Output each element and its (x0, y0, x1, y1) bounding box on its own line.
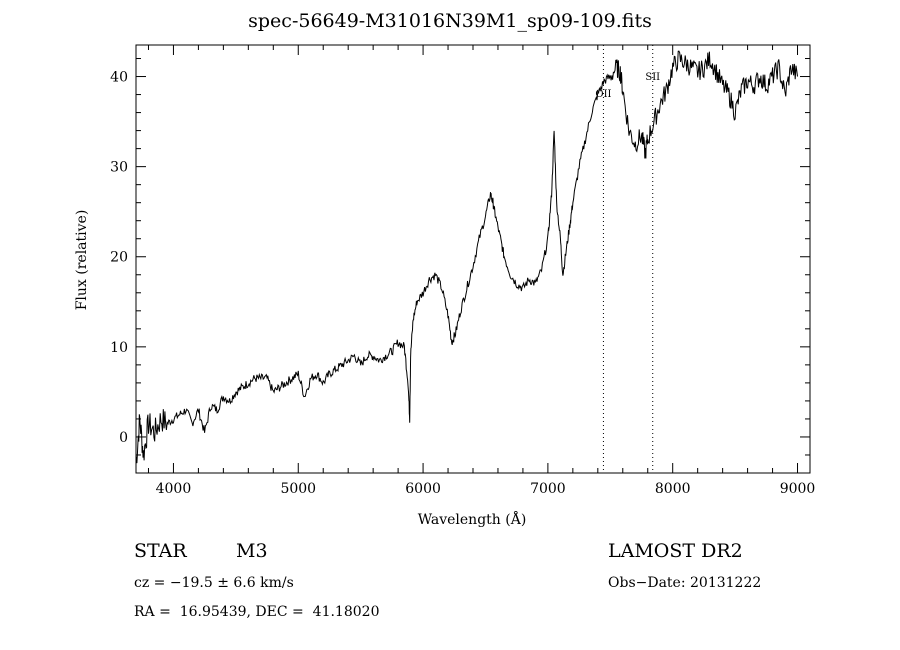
object-class: STAR (134, 540, 187, 562)
x-tick-label: 5000 (280, 481, 316, 497)
plot-frame (135, 44, 811, 474)
x-tick-label: 8000 (655, 481, 691, 497)
object-subclass: M3 (236, 540, 268, 562)
redshift-velocity: cz = −19.5 ± 6.6 km/s (134, 575, 294, 591)
chart-title: spec-56649-M31016N39M1_sp09-109.fits (248, 10, 652, 32)
y-tick-label: 10 (110, 340, 128, 356)
x-tick-label: 9000 (780, 481, 816, 497)
y-tick-label: 30 (110, 160, 128, 176)
x-tick-label: 6000 (405, 481, 441, 497)
plot-border (135, 44, 811, 474)
x-axis-label: Wavelength (Å) (417, 512, 527, 528)
spectrum-series (135, 50, 798, 465)
y-tick-label: 20 (110, 250, 128, 266)
coordinates: RA = 16.95439, DEC = 41.18020 (134, 604, 380, 620)
spectrum-line (135, 50, 798, 465)
observation-date: Obs−Date: 20131222 (608, 575, 762, 591)
x-tick-label: 4000 (156, 481, 192, 497)
spectral-line-label: SII (645, 72, 660, 83)
spectral-line-label: OII (595, 89, 611, 100)
y-tick-label: 40 (110, 70, 128, 86)
y-tick-label: 0 (119, 430, 128, 446)
axis-ticks: 4000 5000 6000 7000 8000 9000 0 10 20 30 40 (110, 45, 815, 497)
y-axis-label: Flux (relative) (74, 209, 90, 311)
survey-name: LAMOST DR2 (608, 540, 743, 562)
spectral-line-markers: OII SII (595, 45, 660, 473)
x-tick-label: 7000 (530, 481, 566, 497)
